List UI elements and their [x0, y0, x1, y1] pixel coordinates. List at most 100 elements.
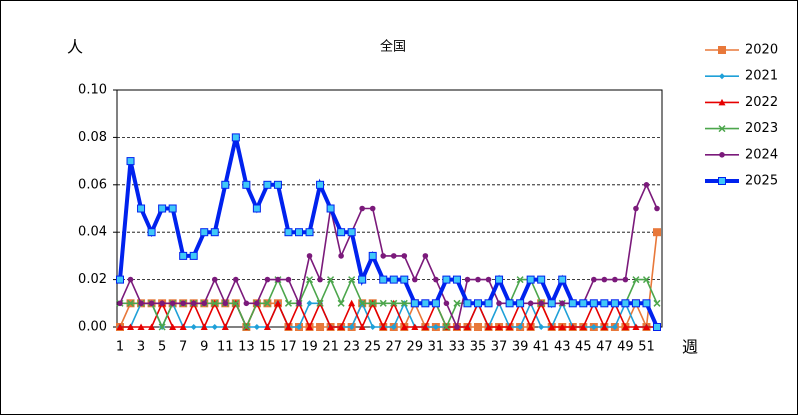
- data-point: [601, 276, 608, 283]
- data-point: [317, 276, 323, 283]
- data-point: [148, 323, 156, 330]
- data-point: [338, 253, 344, 259]
- series-line: [120, 301, 657, 329]
- data-point: [590, 324, 597, 330]
- data-point: [401, 253, 408, 259]
- data-point: [527, 323, 535, 330]
- data-point: [611, 324, 618, 330]
- data-point: [538, 324, 545, 330]
- data-point: [464, 276, 471, 283]
- data-point: [548, 323, 556, 330]
- legend-marker: [719, 73, 725, 80]
- data-point: [242, 323, 250, 331]
- legend-marker: [718, 125, 726, 133]
- data-point: [148, 300, 155, 307]
- data-point: [180, 300, 186, 307]
- data-point: [485, 323, 493, 330]
- data-point: [642, 323, 650, 330]
- data-point: [412, 276, 418, 283]
- y-tick-label: 0.04: [78, 225, 107, 240]
- data-point: [463, 323, 471, 330]
- data-point: [295, 228, 303, 237]
- data-point: [263, 323, 271, 330]
- data-point: [380, 253, 387, 259]
- legend-marker: [718, 177, 726, 185]
- data-point: [442, 275, 451, 284]
- data-point: [169, 300, 176, 307]
- data-point: [305, 276, 314, 284]
- data-point: [443, 300, 450, 307]
- data-point: [379, 323, 387, 330]
- data-point: [621, 299, 630, 308]
- data-point: [452, 275, 461, 284]
- data-point: [537, 275, 546, 284]
- data-point: [631, 299, 640, 308]
- data-point: [189, 251, 198, 260]
- legend-marker: [718, 98, 726, 106]
- x-tick-label: 43: [554, 340, 571, 355]
- data-point: [158, 204, 167, 213]
- data-point: [422, 253, 429, 259]
- data-point: [337, 323, 345, 330]
- data-point: [147, 228, 156, 237]
- data-point: [306, 300, 313, 307]
- data-point: [432, 324, 439, 330]
- data-point: [527, 300, 534, 307]
- data-point: [390, 324, 397, 330]
- data-point: [337, 228, 346, 237]
- data-point: [211, 299, 219, 307]
- legend-label: 2022: [745, 95, 778, 110]
- data-point: [643, 182, 650, 188]
- data-point: [463, 299, 472, 308]
- data-point: [475, 276, 481, 283]
- data-point: [390, 253, 397, 259]
- legend-label: 2021: [745, 69, 778, 84]
- data-point: [433, 276, 439, 283]
- data-point: [169, 323, 177, 330]
- data-point: [221, 323, 229, 330]
- data-point: [316, 299, 324, 307]
- data-point: [610, 299, 619, 308]
- x-tick-label: 45: [575, 340, 592, 355]
- data-point: [389, 275, 398, 284]
- x-tick-label: 51: [638, 340, 655, 355]
- data-point: [263, 180, 272, 189]
- plot-area: [116, 89, 663, 328]
- series-line: [119, 182, 658, 330]
- data-point: [232, 299, 240, 307]
- data-point: [296, 300, 302, 307]
- data-point: [347, 228, 356, 237]
- data-point: [306, 253, 313, 259]
- data-point: [642, 276, 651, 284]
- data-point: [526, 275, 535, 284]
- data-point: [579, 323, 587, 330]
- data-point: [168, 204, 177, 213]
- data-point: [368, 251, 377, 260]
- data-point: [621, 323, 629, 330]
- data-point: [600, 323, 608, 330]
- data-point: [495, 323, 503, 330]
- data-point: [200, 228, 209, 237]
- x-tick-label: 39: [512, 340, 529, 355]
- data-point: [411, 323, 419, 330]
- data-point: [306, 323, 314, 330]
- data-point: [442, 323, 450, 331]
- data-point: [348, 299, 356, 307]
- y-tick-label: 0.06: [78, 177, 107, 192]
- x-tick-label: 3: [137, 340, 145, 355]
- data-point: [369, 205, 376, 212]
- x-tick-label: 19: [301, 340, 318, 355]
- data-point: [116, 275, 124, 284]
- data-point: [454, 324, 460, 330]
- legend-label: 2024: [745, 147, 778, 162]
- legend-label: 2020: [745, 43, 778, 58]
- data-point: [264, 276, 271, 283]
- chart-title: 全国: [380, 39, 406, 55]
- data-point: [222, 300, 229, 307]
- data-point: [632, 323, 640, 330]
- data-point: [358, 275, 367, 284]
- x-tick-label: 27: [385, 340, 402, 355]
- data-point: [284, 228, 293, 237]
- y-tick-label: 0.00: [78, 320, 107, 335]
- data-point: [305, 228, 314, 237]
